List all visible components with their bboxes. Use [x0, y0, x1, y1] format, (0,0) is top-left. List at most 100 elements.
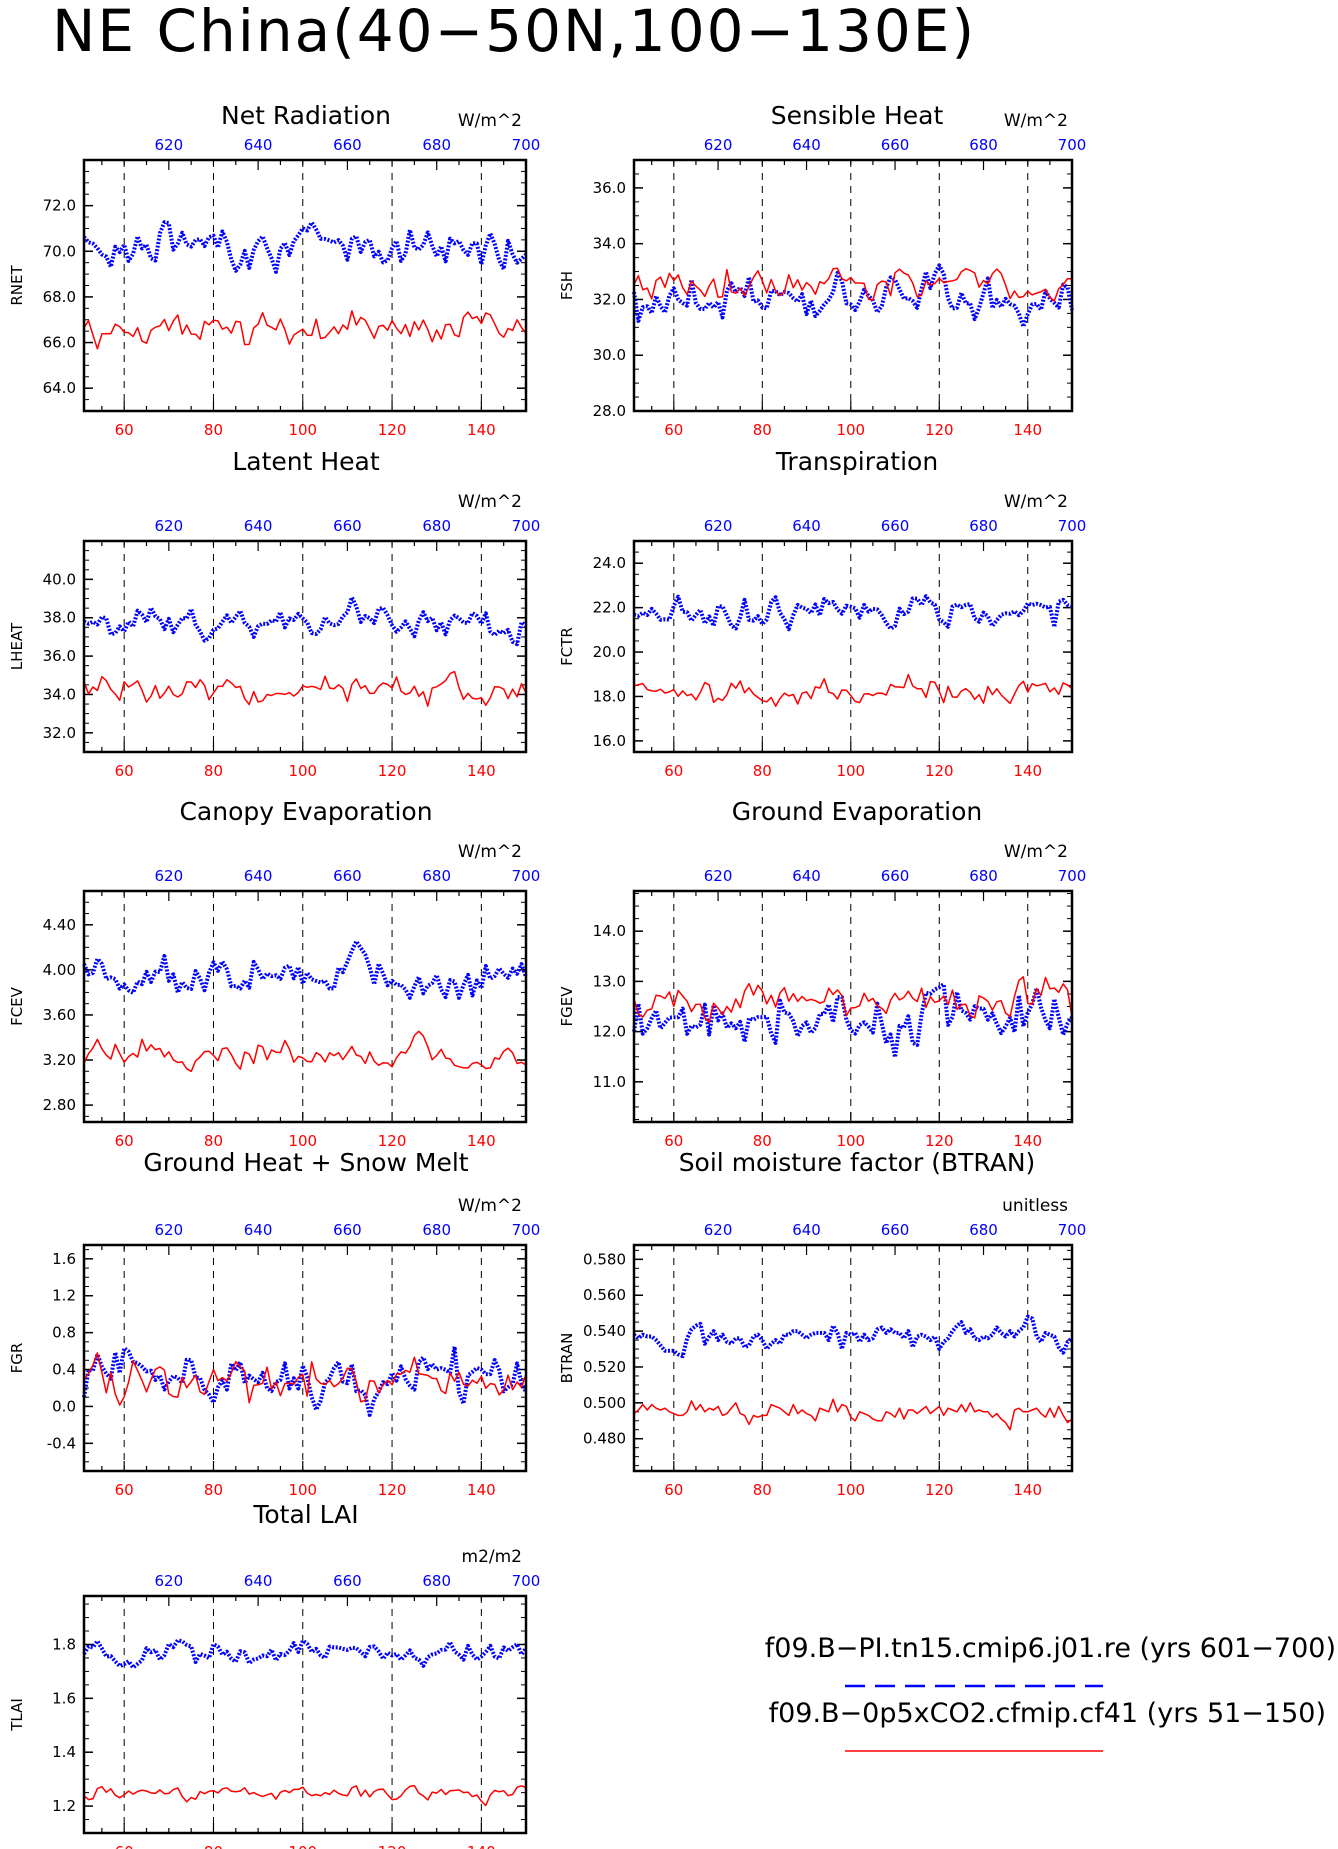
x-top-tick-label: 700 — [1058, 1221, 1087, 1239]
legend-label-case1: f09.B−PI.tn15.cmip6.j01.re (yrs 601−700) — [765, 1633, 1336, 1664]
x-bottom-tick-label: 80 — [753, 421, 772, 439]
y-tick-label: 0.520 — [583, 1358, 626, 1376]
y-tick-label: 66.0 — [43, 334, 76, 352]
x-bottom-tick-label: 140 — [1013, 762, 1042, 780]
x-top-tick-label: 660 — [881, 517, 910, 535]
y-tick-label: 38.0 — [43, 609, 76, 627]
y-tick-label: 0.4 — [52, 1361, 76, 1379]
series-line-case1 — [632, 982, 1074, 1060]
x-bottom-tick-label: 120 — [925, 1132, 954, 1150]
x-top-tick-label: 640 — [792, 1221, 821, 1239]
plot-frame — [82, 1594, 528, 1835]
y-tick-label: 0.500 — [583, 1394, 626, 1412]
y-tick-label: 1.8 — [52, 1635, 76, 1653]
x-bottom-tick-label: 80 — [753, 762, 772, 780]
x-top-tick-label: 640 — [244, 1572, 273, 1590]
y-axis-label: FSH — [558, 271, 576, 300]
x-bottom-tick-label: 100 — [836, 762, 865, 780]
units-label: W/m^2 — [1004, 842, 1068, 862]
x-top-tick-label: 700 — [512, 867, 541, 885]
x-bottom-tick-label: 80 — [753, 1481, 772, 1499]
x-bottom-tick-label: 100 — [288, 1481, 317, 1499]
x-bottom-tick-label: 140 — [1013, 1481, 1042, 1499]
x-top-tick-label: 640 — [792, 136, 821, 154]
plot-frame — [632, 889, 1074, 1124]
y-axis-label: RNET — [8, 265, 26, 306]
x-top-tick-label: 700 — [512, 1221, 541, 1239]
panel-title: Ground Evaporation — [732, 797, 982, 826]
y-tick-label: 1.2 — [52, 1287, 76, 1305]
series-line-case2 — [633, 976, 1073, 1024]
y-tick-label: 36.0 — [43, 647, 76, 665]
y-tick-label: 72.0 — [43, 197, 76, 215]
y-tick-label: 13.0 — [593, 972, 626, 990]
x-top-tick-label: 680 — [422, 1221, 451, 1239]
x-bottom-tick-label: 100 — [836, 1481, 865, 1499]
panel-title: Latent Heat — [232, 447, 380, 476]
series-line-case1 — [633, 594, 1073, 632]
chart-panel-4: Transpiration W/m^2 FCTR 16.0 18.0 20.0 22.0 24… — [558, 447, 1086, 780]
x-bottom-tick-label: 60 — [664, 762, 683, 780]
figure-title: NE China(40−50N,100−130E) — [52, 0, 977, 65]
y-tick-label: 20.0 — [593, 643, 626, 661]
series-line-case1 — [632, 263, 1074, 329]
panel-title: Soil moisture factor (BTRAN) — [679, 1148, 1036, 1177]
y-tick-label: 12.0 — [593, 1023, 626, 1041]
units-label: unitless — [1002, 1196, 1068, 1216]
x-top-tick-label: 620 — [704, 867, 733, 885]
legend: f09.B−PI.tn15.cmip6.j01.re (yrs 601−700)… — [765, 1633, 1336, 1752]
x-bottom-tick-label: 140 — [1013, 1132, 1042, 1150]
x-top-tick-label: 640 — [244, 136, 273, 154]
x-top-tick-label: 700 — [1058, 517, 1087, 535]
y-axis-label: LHEAT — [8, 622, 26, 670]
x-top-tick-label: 640 — [792, 517, 821, 535]
units-label: W/m^2 — [1004, 111, 1068, 131]
plot-frame — [82, 1243, 528, 1473]
x-bottom-tick-label: 80 — [753, 1132, 772, 1150]
y-axis-label: FGEV — [558, 986, 576, 1027]
y-tick-label: 14.0 — [593, 922, 626, 940]
x-top-tick-label: 700 — [512, 1572, 541, 1590]
x-bottom-tick-label: 80 — [204, 1132, 223, 1150]
x-bottom-tick-label: 140 — [467, 1843, 496, 1849]
y-tick-label: 1.2 — [52, 1797, 76, 1815]
y-tick-label: 0.8 — [52, 1324, 76, 1342]
series-line-case2 — [633, 267, 1073, 302]
y-tick-label: 70.0 — [43, 242, 76, 260]
y-tick-label: 16.0 — [593, 732, 626, 750]
x-top-tick-label: 660 — [881, 867, 910, 885]
series-line-case2 — [83, 1784, 527, 1807]
x-bottom-tick-label: 80 — [204, 1481, 223, 1499]
y-tick-label: 2.80 — [43, 1096, 76, 1114]
plot-frame — [632, 539, 1074, 754]
units-label: W/m^2 — [458, 842, 522, 862]
x-top-tick-label: 660 — [333, 1221, 362, 1239]
y-tick-label: 1.6 — [52, 1250, 76, 1268]
y-tick-label: 24.0 — [593, 554, 626, 572]
x-top-tick-label: 700 — [512, 136, 541, 154]
x-top-tick-label: 620 — [155, 1221, 184, 1239]
plot-frame — [632, 1243, 1074, 1473]
x-top-tick-label: 620 — [155, 517, 184, 535]
x-top-tick-label: 700 — [1058, 136, 1087, 154]
units-label: m2/m2 — [462, 1547, 522, 1567]
x-top-tick-label: 620 — [704, 136, 733, 154]
x-bottom-tick-label: 60 — [115, 762, 134, 780]
panel-title: Net Radiation — [221, 101, 391, 130]
x-top-tick-label: 680 — [969, 1221, 998, 1239]
series-line-case2 — [633, 673, 1073, 707]
x-bottom-tick-label: 100 — [288, 1132, 317, 1150]
x-bottom-tick-label: 120 — [378, 1481, 407, 1499]
y-tick-label: 40.0 — [43, 570, 76, 588]
y-tick-label: 30.0 — [593, 346, 626, 364]
x-top-tick-label: 680 — [969, 517, 998, 535]
x-top-tick-label: 660 — [333, 136, 362, 154]
x-top-tick-label: 660 — [333, 1572, 362, 1590]
panel-title: Ground Heat + Snow Melt — [143, 1148, 468, 1177]
y-axis-label: FCTR — [558, 627, 576, 666]
y-tick-label: 36.0 — [593, 179, 626, 197]
y-tick-label: 4.40 — [43, 916, 76, 934]
y-tick-label: 0.560 — [583, 1286, 626, 1304]
x-top-tick-label: 620 — [704, 1221, 733, 1239]
